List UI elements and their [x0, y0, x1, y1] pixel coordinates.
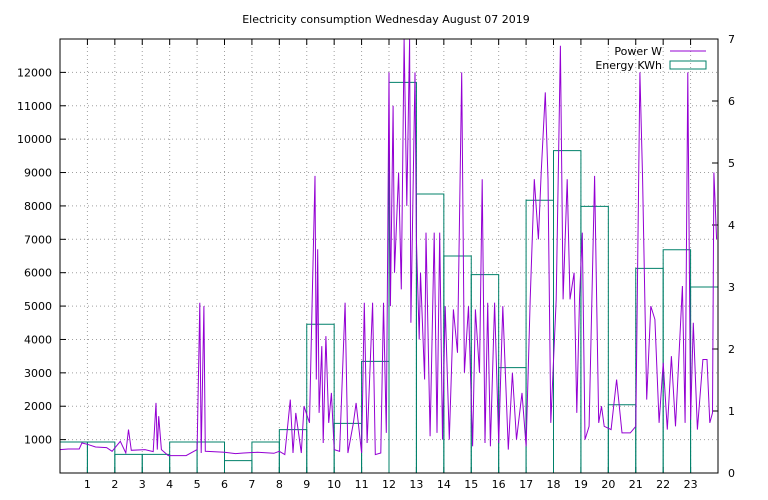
y-tick-label: 8000 — [24, 200, 52, 213]
x-tick-label: 8 — [276, 478, 283, 491]
x-tick-label: 4 — [166, 478, 173, 491]
x-tick-label: 7 — [248, 478, 255, 491]
x-tick-label: 11 — [355, 478, 369, 491]
y-tick-label: 6000 — [24, 267, 52, 280]
chart-title: Electricity consumption Wednesday August… — [242, 13, 530, 26]
axis-ticks: 1 2 3 4 5 6 7 8 9 10 11 12 13 14 15 16 17 18 19 20 21 22 23100… — [17, 33, 735, 491]
x-tick-label: 20 — [601, 478, 615, 491]
y-tick-label: 9000 — [24, 167, 52, 180]
y2-tick-label: 0 — [728, 467, 735, 480]
x-tick-label: 19 — [574, 478, 588, 491]
energy-bar — [306, 323, 335, 473]
x-tick-label: 22 — [656, 478, 670, 491]
energy-bar — [498, 367, 527, 473]
x-tick-label: 1 — [84, 478, 91, 491]
x-tick-label: 12 — [382, 478, 396, 491]
y2-tick-label: 4 — [728, 219, 735, 232]
legend-label: Energy KWh — [595, 59, 662, 72]
x-tick-label: 18 — [547, 478, 561, 491]
energy-bar — [169, 441, 198, 473]
y-tick-label: 2000 — [24, 400, 52, 413]
x-tick-label: 17 — [519, 478, 533, 491]
energy-bar — [443, 255, 472, 473]
energy-bar — [251, 441, 280, 473]
y2-tick-label: 5 — [728, 157, 735, 170]
x-tick-label: 10 — [327, 478, 341, 491]
y2-tick-label: 6 — [728, 95, 735, 108]
plot-frame — [59, 38, 719, 474]
y2-tick-label: 2 — [728, 343, 735, 356]
x-tick-label: 5 — [194, 478, 201, 491]
x-tick-label: 13 — [409, 478, 423, 491]
y-tick-label: 11000 — [17, 100, 52, 113]
x-tick-label: 15 — [464, 478, 478, 491]
y2-tick-label: 1 — [728, 405, 735, 418]
energy-bar — [690, 286, 718, 473]
energy-bar — [60, 441, 88, 473]
y-tick-label: 1000 — [24, 434, 52, 447]
x-tick-label: 16 — [492, 478, 506, 491]
y-tick-label: 12000 — [17, 66, 52, 79]
x-tick-label: 3 — [139, 478, 146, 491]
energy-bar — [141, 453, 171, 473]
x-tick-label: 23 — [684, 478, 698, 491]
x-tick-label: 6 — [221, 478, 228, 491]
y-tick-label: 7000 — [24, 233, 52, 246]
energy-bar — [86, 441, 116, 473]
power-series — [60, 39, 718, 457]
y-tick-label: 5000 — [24, 300, 52, 313]
y2-tick-label: 3 — [728, 281, 735, 294]
x-tick-label: 2 — [111, 478, 118, 491]
energy-bar — [635, 267, 664, 473]
plot-series — [60, 39, 718, 473]
energy-bar — [224, 460, 253, 473]
power-line — [60, 39, 718, 457]
legend-swatch — [669, 60, 707, 70]
y2-tick-label: 7 — [728, 33, 735, 46]
legend-label: Power W — [614, 45, 662, 58]
y-tick-label: 3000 — [24, 367, 52, 380]
energy-bar — [196, 441, 225, 473]
x-tick-label: 9 — [303, 478, 310, 491]
y-tick-label: 4000 — [24, 333, 52, 346]
y-tick-label: 10000 — [17, 133, 52, 146]
x-tick-label: 14 — [437, 478, 451, 491]
x-tick-label: 21 — [629, 478, 643, 491]
energy-bar — [114, 453, 143, 473]
